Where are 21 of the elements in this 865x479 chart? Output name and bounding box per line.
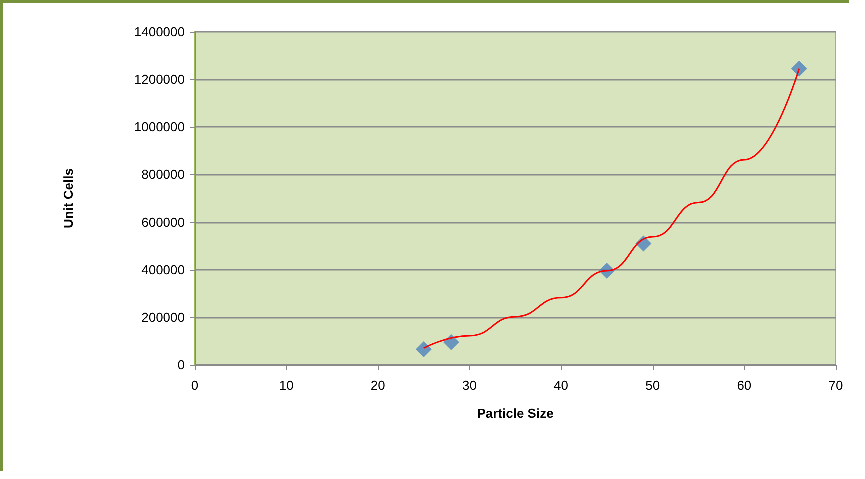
point (791, 60, 808, 77)
point (443, 334, 460, 350)
x-tick-label: 0 (191, 378, 199, 393)
x-tick-label: 40 (554, 378, 569, 393)
y-tick-label: 0 (178, 358, 185, 372)
y-tick-label: 1200000 (134, 72, 185, 88)
x-tick-label: 10 (279, 378, 294, 393)
y-tick-label: 1000000 (134, 120, 185, 135)
point (416, 342, 432, 358)
x-axis-title: Particle Size (477, 406, 554, 421)
x-tick-label: 20 (370, 378, 386, 393)
x-tick-label: 30 (462, 378, 477, 393)
y-tick-label: 200000 (142, 310, 185, 325)
y-tick-label: 400000 (142, 262, 185, 278)
x-tick-label: 70 (828, 378, 844, 393)
y-axis-title: Unit Cells (61, 168, 76, 228)
y-tick-label: 600000 (142, 214, 185, 230)
x-tick-label: 60 (737, 378, 752, 393)
x-tick-label: 50 (646, 378, 660, 393)
y-tick-label: 800000 (142, 167, 185, 182)
y-tick-label: 1400000 (134, 24, 185, 40)
